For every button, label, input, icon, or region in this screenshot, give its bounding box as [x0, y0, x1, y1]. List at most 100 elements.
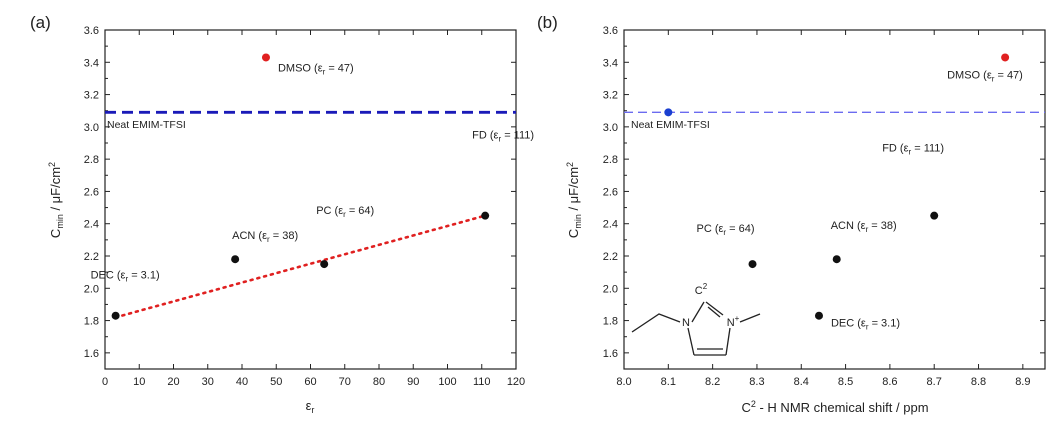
- data-point-pc: [320, 260, 329, 269]
- molecule-c2-text: C: [695, 285, 703, 297]
- x-tick-label: 10: [133, 376, 145, 388]
- panel-b-points: [664, 53, 1010, 320]
- x-tick-label: 8.9: [1015, 376, 1030, 388]
- point-label-sub: r: [125, 275, 128, 284]
- y-tick-label: 3.0: [603, 122, 618, 134]
- bond-c4-n3: [725, 327, 731, 356]
- bond-n1-c2: [691, 301, 705, 323]
- point-label-sub: r: [866, 323, 869, 332]
- point-label-acn: ACN (εr = 38): [831, 220, 897, 234]
- panel-b-x-label-main: C: [741, 400, 750, 415]
- x-tick-label: 8.0: [616, 376, 631, 388]
- point-label-value: = 3.1): [869, 318, 901, 330]
- point-label-text: DEC (ε: [831, 318, 866, 330]
- point-label-sub: r: [498, 135, 501, 144]
- panel-a-label: (a): [30, 13, 51, 32]
- x-tick-label: 30: [202, 376, 214, 388]
- point-label-dmso: DMSO (εr = 47): [278, 62, 354, 76]
- x-tick-label: 0: [102, 376, 108, 388]
- panel-a-fit-line: [114, 214, 487, 319]
- panel-a-y-label-main: C: [48, 229, 63, 238]
- panel-a-reference-label: Neat EMIM-TFSI: [107, 119, 186, 131]
- x-tick-label: 60: [304, 376, 316, 388]
- point-label-text: FD (ε: [472, 130, 498, 142]
- y-tick-label: 1.6: [603, 348, 618, 360]
- panel-b: (b) 1.6 1.8 2.0 2.2 2.4 2.6 2.8 3.0 3.2 3.4 3.6 8.…: [537, 13, 1046, 415]
- point-label-value: = 111): [501, 130, 534, 142]
- panel-b-x-label-sup: 2: [751, 399, 756, 409]
- data-point-acn: [832, 255, 841, 264]
- data-point-fd: [481, 211, 490, 220]
- panel-a-y-axis-label: Cmin / μF/cm2: [47, 162, 65, 238]
- y-tick-label: 2.2: [84, 251, 99, 263]
- y-tick-label: 3.2: [603, 90, 618, 102]
- panel-a-x-label-sub: r: [311, 405, 314, 415]
- panel-a-frame: [104, 29, 517, 370]
- point-label-text: PC (ε: [697, 223, 724, 235]
- y-tick-label: 2.8: [603, 154, 618, 166]
- panel-a-x-axis-label: εr: [306, 398, 315, 415]
- panel-a-x-label-main: ε: [306, 398, 312, 413]
- point-label-sub: r: [267, 235, 270, 244]
- data-point-dec: [814, 311, 823, 320]
- point-label-acn: ACN (εr = 38): [232, 230, 298, 244]
- panel-b-y-label-sub: min: [573, 214, 583, 229]
- data-point-dmso: [261, 53, 270, 62]
- point-label-text: DMSO (ε: [278, 62, 323, 74]
- x-tick-label: 110: [473, 376, 491, 388]
- panel-b-x-axis: 8.0 8.1 8.2 8.3 8.4 8.5 8.6 8.7 8.8 8.9: [616, 30, 1030, 388]
- emim-molecule-structure: [631, 301, 761, 356]
- point-label-value: = 47): [994, 69, 1022, 81]
- molecule-n3-charge: +: [735, 314, 740, 323]
- panel-b-y-axis: 1.6 1.8 2.0 2.2 2.4 2.6 2.8 3.0 3.2 3.4 3.6: [603, 25, 1045, 360]
- point-label-sub: r: [909, 148, 912, 157]
- point-label-dmso: DMSO (εr = 47): [947, 69, 1023, 83]
- x-tick-label: 8.4: [794, 376, 809, 388]
- point-label-sub: r: [343, 210, 346, 219]
- data-point-neat-emim-tfsi: [664, 108, 673, 117]
- panel-a-y-axis: 1.6 1.8 2.0 2.2 2.4 2.6 2.8 3.0 3.2 3.4 3.6: [84, 25, 516, 360]
- point-label-sub: r: [866, 225, 869, 234]
- panel-b-label: (b): [537, 13, 558, 32]
- point-label-value: = 38): [270, 230, 298, 242]
- point-label-text: PC (ε: [316, 205, 343, 217]
- y-tick-label: 3.6: [84, 25, 99, 37]
- point-label-text: ACN (ε: [232, 230, 267, 242]
- y-tick-label: 2.6: [603, 186, 618, 198]
- panel-b-x-axis-label: C2 - H NMR chemical shift / ppm: [741, 399, 928, 415]
- x-tick-label: 8.3: [749, 376, 764, 388]
- y-tick-label: 1.8: [603, 316, 618, 328]
- y-tick-label: 2.2: [603, 251, 618, 263]
- y-tick-label: 3.0: [84, 122, 99, 134]
- point-label-text: DEC (ε: [91, 270, 126, 282]
- x-tick-label: 8.6: [882, 376, 897, 388]
- point-label-text: ACN (ε: [831, 220, 866, 232]
- point-label-dec: DEC (εr = 3.1): [831, 318, 900, 332]
- y-tick-label: 1.8: [84, 316, 99, 328]
- point-label-text: DMSO (ε: [947, 69, 992, 81]
- x-tick-label: 8.1: [661, 376, 676, 388]
- methyl-group: [739, 313, 761, 323]
- panel-a-y-label-sub: min: [55, 214, 65, 229]
- y-tick-label: 3.4: [84, 57, 99, 69]
- y-tick-label: 2.4: [603, 219, 618, 231]
- molecule-n3-label: N+: [727, 314, 740, 329]
- data-point-fd: [930, 211, 939, 220]
- x-tick-label: 100: [438, 376, 456, 388]
- bond-n1-c5: [687, 327, 695, 356]
- y-tick-label: 2.8: [84, 154, 99, 166]
- point-label-dec: DEC (εr = 3.1): [91, 270, 160, 284]
- point-label-value: = 47): [325, 62, 353, 74]
- x-tick-label: 70: [339, 376, 351, 388]
- panel-a-point-labels: DEC (εr = 3.1)ACN (εr = 38)PC (εr = 64)F…: [91, 62, 534, 283]
- x-tick-label: 40: [236, 376, 248, 388]
- panel-b-frame: [623, 29, 1046, 370]
- panel-b-y-label-sup: 2: [565, 162, 575, 167]
- y-tick-label: 2.4: [84, 219, 99, 231]
- panel-a-y-label-sup: 2: [47, 162, 57, 167]
- x-tick-label: 120: [507, 376, 525, 388]
- y-tick-label: 3.6: [603, 25, 618, 37]
- panel-b-y-label-main: C: [566, 229, 581, 238]
- data-point-dec: [111, 311, 120, 320]
- x-tick-label: 8.2: [705, 376, 720, 388]
